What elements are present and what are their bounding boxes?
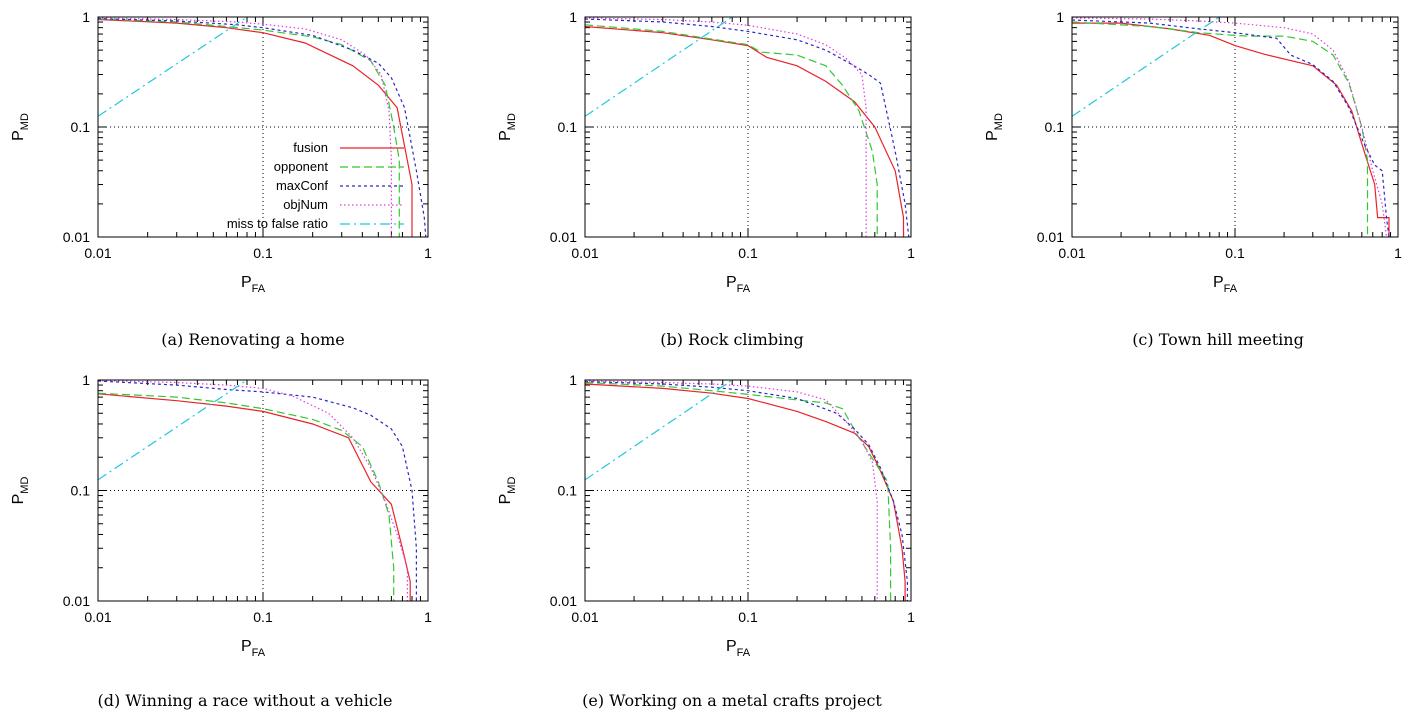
subfigure-caption: (a) Renovating a home	[161, 330, 345, 349]
x-tick-label: 0.01	[571, 245, 598, 261]
x-tick-label: 1	[424, 245, 432, 261]
x-tick-label: 0.01	[84, 609, 111, 625]
y-axis-label: PMD	[497, 113, 518, 141]
series-line-miss-to-false-ratio	[98, 17, 248, 117]
y-tick-label: 1	[569, 9, 577, 25]
y-tick-label: 1	[1056, 9, 1064, 25]
x-tick-label: 1	[907, 609, 915, 625]
series-line-fusion	[585, 25, 905, 237]
series-line-opponent	[585, 381, 892, 601]
legend-label: maxConf	[276, 178, 328, 193]
series-line-maxconf	[585, 380, 908, 601]
y-tick-label: 1	[82, 9, 90, 25]
y-tick-label: 0.01	[63, 229, 90, 245]
series-line-miss-to-false-ratio	[585, 380, 733, 481]
y-tick-label: 1	[82, 372, 90, 388]
x-tick-label: 0.01	[571, 609, 598, 625]
series-line-opponent	[98, 392, 395, 601]
subfigure-caption: (b) Rock climbing	[660, 330, 804, 349]
chart-panel-5: 0.01 0.1 1 0.01 0.1 1 PFA PMD (e) Working on a m…	[497, 372, 915, 710]
y-tick-label: 0.01	[63, 593, 90, 609]
x-axis-label: PFA	[726, 274, 751, 295]
legend-label: objNum	[283, 197, 328, 212]
plot-frame	[584, 379, 912, 602]
series-line-fusion	[1072, 22, 1390, 237]
series-line-maxconf	[1072, 19, 1390, 237]
chart-panel-4: 0.01 0.1 1 0.01 0.1 1 PFA PMD (d) Winning a race…	[10, 372, 432, 710]
plot-frame	[1071, 16, 1399, 238]
subfigure-caption: (d) Winning a race without a vehicle	[98, 691, 393, 710]
series-line-fusion	[98, 18, 413, 237]
series-line-maxconf	[98, 17, 427, 237]
x-tick-label: 0.1	[1225, 245, 1245, 261]
series-line-objnum	[98, 380, 408, 601]
chart-panel-2: 0.01 0.1 1 0.01 0.1 1 PFA PMD (b) Rock climbing	[497, 9, 915, 349]
series-line-fusion	[585, 383, 906, 601]
y-axis-label: PMD	[984, 113, 1005, 141]
plot-frame	[97, 16, 429, 238]
series-line-fusion	[98, 393, 411, 601]
series-line-opponent	[1072, 21, 1369, 237]
y-tick-label: 0.01	[550, 229, 577, 245]
y-tick-label: 0.01	[1037, 229, 1064, 245]
series-line-miss-to-false-ratio	[98, 380, 248, 481]
x-tick-label: 0.1	[738, 245, 758, 261]
series-line-objnum	[1072, 17, 1388, 237]
x-tick-label: 1	[1394, 245, 1402, 261]
x-tick-label: 0.1	[253, 609, 273, 625]
subfigure-caption: (c) Town hill meeting	[1132, 330, 1304, 349]
x-axis-label: PFA	[726, 638, 751, 659]
plot-frame	[584, 16, 912, 238]
subfigure-caption: (e) Working on a metal crafts project	[582, 691, 882, 710]
x-tick-label: 1	[907, 245, 915, 261]
legend-label: fusion	[293, 140, 328, 155]
chart-panel-3: 0.01 0.1 1 0.01 0.1 1 PFA PMD (c) Town hill meet…	[984, 9, 1402, 349]
x-tick-label: 0.01	[1058, 245, 1085, 261]
series-line-maxconf	[98, 380, 417, 601]
x-tick-label: 0.1	[738, 609, 758, 625]
y-tick-label: 0.1	[71, 119, 91, 135]
y-axis-label: PMD	[10, 477, 31, 505]
series-line-opponent	[98, 18, 400, 237]
series-line-objnum	[585, 17, 867, 237]
x-axis-label: PFA	[1213, 274, 1238, 295]
series-line-miss-to-false-ratio	[585, 17, 733, 117]
y-tick-label: 0.1	[558, 483, 578, 499]
series-line-opponent	[585, 24, 878, 237]
legend-label: miss to false ratio	[227, 216, 328, 231]
y-tick-label: 0.1	[1045, 119, 1065, 135]
y-tick-label: 0.1	[558, 119, 578, 135]
x-tick-label: 0.1	[253, 245, 273, 261]
series-line-objnum	[98, 17, 392, 237]
y-tick-label: 0.1	[71, 483, 91, 499]
plot-frame	[97, 379, 429, 602]
x-tick-label: 0.01	[84, 245, 111, 261]
series-line-maxconf	[585, 18, 910, 237]
y-tick-label: 0.01	[550, 593, 577, 609]
x-tick-label: 1	[424, 609, 432, 625]
y-axis-label: PMD	[10, 113, 31, 141]
legend-label: opponent	[274, 159, 329, 174]
y-tick-label: 1	[569, 372, 577, 388]
chart-panel-1: 0.01 0.1 1 0.01 0.1 1 PFA PMD (a) Renovating a h…	[10, 9, 432, 349]
x-axis-label: PFA	[241, 274, 266, 295]
legend: fusion opponent maxConf objNum miss to false…	[227, 140, 404, 231]
y-axis-label: PMD	[497, 477, 518, 505]
series-line-miss-to-false-ratio	[1072, 17, 1220, 117]
x-axis-label: PFA	[241, 638, 266, 659]
